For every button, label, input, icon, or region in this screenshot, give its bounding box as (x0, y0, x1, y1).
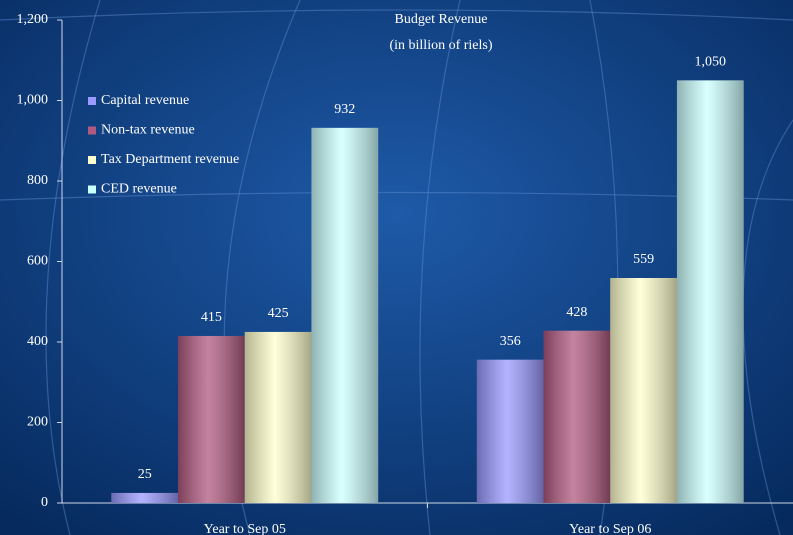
x-tick-label: Year to Sep 05 (204, 522, 286, 535)
data-label: 559 (633, 252, 654, 267)
bar-shade (178, 335, 245, 503)
bar-shade (111, 492, 179, 503)
legend-label: Tax Department revenue (101, 152, 239, 167)
bar-shade (311, 127, 379, 504)
y-tick-label: 0 (41, 495, 48, 510)
bar-shade (244, 331, 312, 503)
bar-shade (543, 330, 611, 503)
y-tick-label: 600 (27, 254, 48, 269)
data-label: 1,050 (695, 55, 727, 70)
y-tick-label: 200 (27, 415, 48, 430)
y-tick-label: 400 (27, 334, 48, 349)
data-label: 25 (138, 467, 152, 482)
bar-shade (610, 278, 677, 503)
chart-title: Budget Revenue (395, 12, 488, 27)
legend-swatch (88, 185, 96, 194)
bar-shade (476, 359, 544, 503)
bar-shade (676, 80, 744, 503)
legend-swatch (88, 156, 96, 164)
legend-swatch (88, 126, 96, 135)
legend-label: Non-tax revenue (101, 123, 195, 138)
x-tick-label: Year to Sep 06 (569, 522, 651, 535)
data-label: 415 (201, 310, 222, 325)
y-tick-label: 800 (27, 173, 48, 188)
data-label: 428 (566, 305, 587, 320)
data-label: 425 (268, 306, 289, 321)
legend-swatch (88, 97, 96, 105)
legend-label: Capital revenue (101, 93, 189, 108)
data-label: 356 (500, 334, 521, 349)
legend-label: CED revenue (101, 182, 177, 197)
y-tick-label: 1,200 (17, 12, 49, 27)
y-tick-label: 1,000 (17, 93, 49, 108)
chart-subtitle: (in billion of riels) (389, 38, 492, 53)
data-label: 932 (334, 102, 355, 117)
